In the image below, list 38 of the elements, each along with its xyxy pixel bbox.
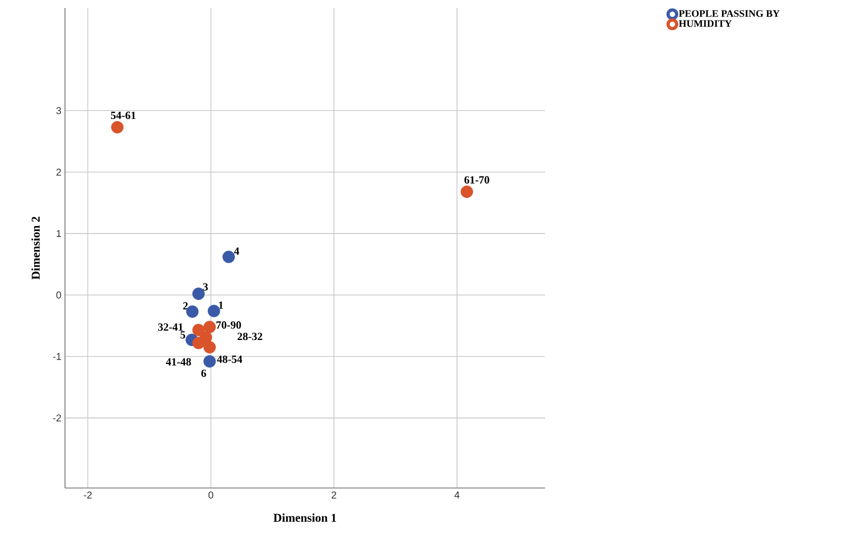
annotation: 2 <box>183 302 188 310</box>
annotation: 6 <box>201 370 206 377</box>
point <box>192 336 205 350</box>
annotation: 41-48 <box>166 358 191 366</box>
y-tick-label: -1 <box>53 353 62 360</box>
point <box>203 341 216 354</box>
annotation: 1 <box>219 302 224 309</box>
y-tick-label: 0 <box>56 291 62 299</box>
point <box>203 355 216 368</box>
x-tick-label: 4 <box>454 492 460 498</box>
y-tick-label: 1 <box>56 230 61 237</box>
annotation: 3 <box>203 283 208 291</box>
y-tick-label: -2 <box>53 414 61 422</box>
point <box>208 304 220 318</box>
legend-label: HUMIDITY <box>678 20 732 27</box>
legend-label: PEOPLE PASSING BY <box>678 10 780 17</box>
point <box>222 250 235 264</box>
point <box>186 305 199 318</box>
x-tick-label: 2 <box>332 492 336 498</box>
annotation: 70-90 <box>216 321 241 329</box>
y-tick-label: 3 <box>56 107 62 114</box>
annotation: 28-32 <box>238 332 262 340</box>
point <box>192 288 205 300</box>
x-axis-title: Dimension 1 <box>273 513 336 522</box>
x-tick-label: -2 <box>84 492 92 498</box>
annotation: 4 <box>234 248 240 255</box>
annotation: 32-41 <box>158 323 183 331</box>
annotation: 61-70 <box>464 176 490 184</box>
annotation: 54-61 <box>110 112 136 120</box>
point <box>111 121 124 134</box>
y-tick-label: 2 <box>56 168 61 176</box>
annotation: 5 <box>180 331 186 339</box>
y-axis-title: Dimension 2 <box>31 216 40 280</box>
point <box>460 186 474 198</box>
point <box>203 320 216 334</box>
x-tick-label: 0 <box>208 492 214 499</box>
annotation: 48-54 <box>216 356 242 363</box>
point <box>192 324 205 336</box>
